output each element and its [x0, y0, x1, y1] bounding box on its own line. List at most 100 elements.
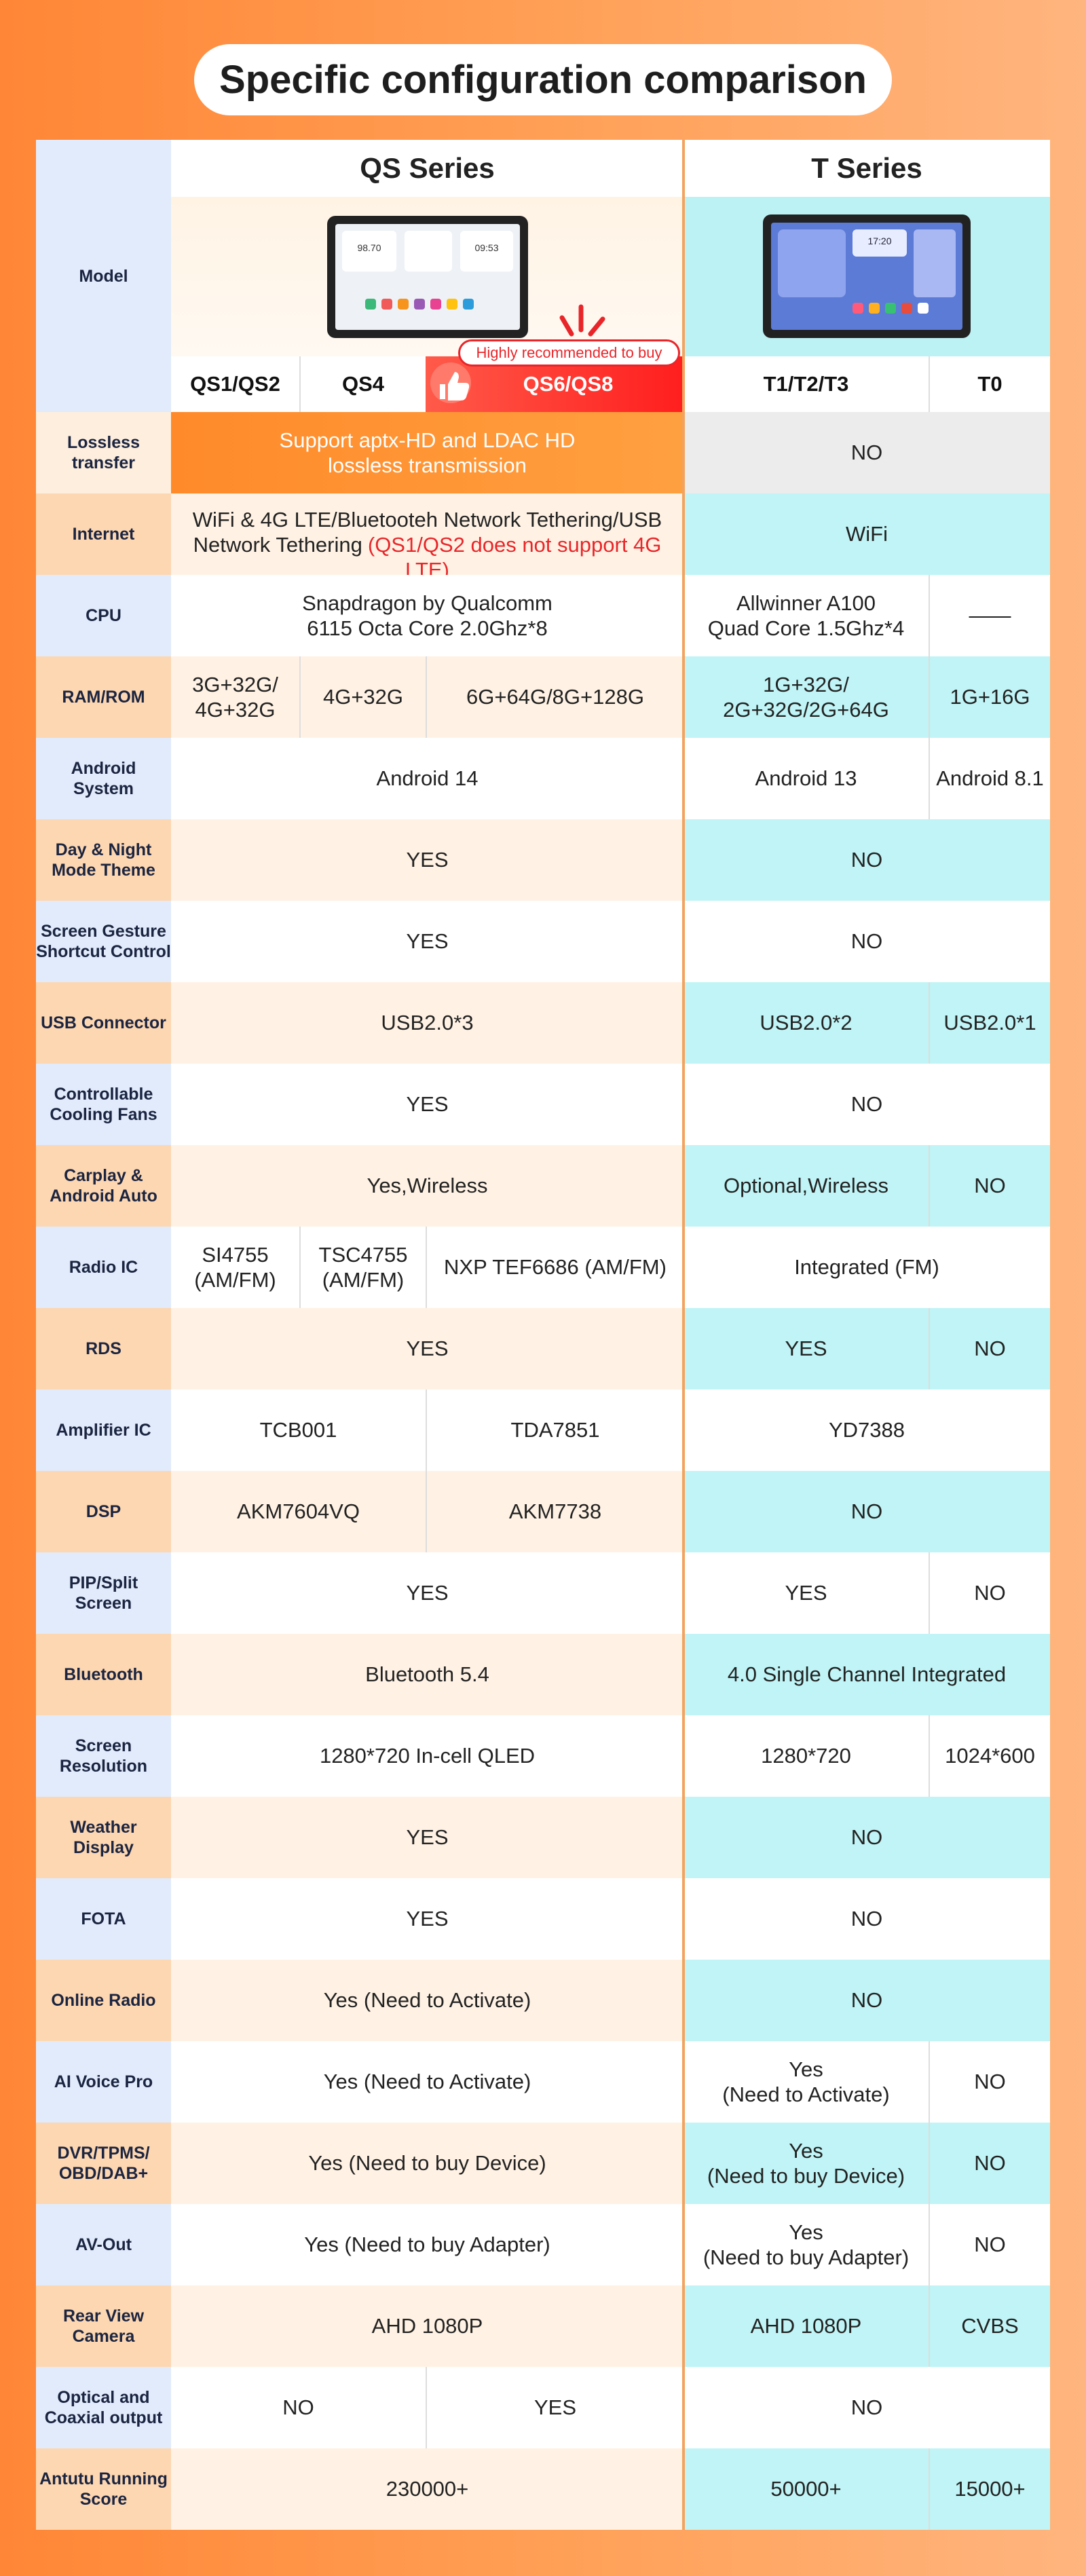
screen-text: 17:20: [867, 236, 891, 246]
t-cell: ——: [929, 575, 1050, 656]
t-cell: 15000+: [929, 2448, 1050, 2530]
row-label: Online Radio: [36, 1960, 171, 2041]
qs-cell: TDA7851: [426, 1389, 684, 1471]
t-cell: Android 13: [684, 738, 929, 819]
t-cell: NO: [929, 1308, 1050, 1389]
qs-cell: WiFi & 4G LTE/Bluetooteh Network Tetheri…: [171, 493, 684, 582]
t-cell: 1G+32G/ 2G+32G/2G+64G: [684, 656, 929, 738]
section-divider: [682, 140, 685, 2530]
qs-cell: 1280*720 In-cell QLED: [171, 1715, 684, 1797]
t-cell: NO: [929, 2123, 1050, 2204]
row-label: Screen Resolution: [36, 1715, 171, 1797]
qs-cell: YES: [171, 1552, 684, 1634]
model-name: QS4: [299, 356, 426, 412]
t-tablet: 17:20: [763, 214, 971, 338]
qs-cell: SI4755 (AM/FM): [171, 1227, 299, 1308]
recommend-badge: Highly recommended to buy: [458, 339, 680, 367]
qs-cell: YES: [171, 1878, 684, 1960]
t-cell: NO: [684, 1471, 1050, 1552]
t-cell: 50000+: [684, 2448, 929, 2530]
t-cell: YES: [684, 1552, 929, 1634]
t-cell: AHD 1080P: [684, 2285, 929, 2367]
qs-cell: AKM7738: [426, 1471, 684, 1552]
t-cell: NO: [684, 819, 1050, 901]
model-label: Model: [36, 140, 171, 412]
row-label: DSP: [36, 1471, 171, 1552]
t-cell: Integrated (FM): [684, 1227, 1050, 1308]
qs-cell: Yes,Wireless: [171, 1145, 684, 1227]
cell-note: (QS1/QS2 does not support 4G LTE): [367, 533, 662, 582]
qs-cell: YES: [171, 901, 684, 982]
t-cell: Yes (Need to Activate): [684, 2041, 929, 2123]
row-label: Bluetooth: [36, 1634, 171, 1715]
t-cell: NO: [929, 1552, 1050, 1634]
row-label: RAM/ROM: [36, 656, 171, 738]
t-cell: CVBS: [929, 2285, 1050, 2367]
t-cell: USB2.0*2: [684, 982, 929, 1064]
model-name: QS1/QS2: [171, 356, 299, 412]
qs-tablet: 98.70 09:53: [327, 216, 528, 338]
t-cell: Allwinner A100 Quad Core 1.5Ghz*4: [684, 575, 929, 656]
t-cell: NO: [684, 1960, 1050, 2041]
page-title: Specific configuration comparison: [194, 44, 892, 115]
t-cell: NO: [929, 2041, 1050, 2123]
t-cell: USB2.0*1: [929, 982, 1050, 1064]
row-label: Amplifier IC: [36, 1389, 171, 1471]
thumb-icon: [430, 362, 471, 403]
qs-cell: Yes (Need to buy Adapter): [171, 2204, 684, 2285]
t-cell: NO: [684, 2367, 1050, 2448]
t-cell: YES: [684, 1308, 929, 1389]
t-cell: NO: [684, 901, 1050, 982]
t-cell: Yes (Need to buy Device): [684, 2123, 929, 2204]
t-cell: NO: [929, 1145, 1050, 1227]
row-label: USB Connector: [36, 982, 171, 1064]
t-cell: 1024*600: [929, 1715, 1050, 1797]
row-label: FOTA: [36, 1878, 171, 1960]
row-label: PIP/Split Screen: [36, 1552, 171, 1634]
t-cell: NO: [684, 1797, 1050, 1878]
row-label: Internet: [36, 493, 171, 575]
t-cell: 4.0 Single Channel Integrated: [684, 1634, 1050, 1715]
qs-cell: TSC4755 (AM/FM): [299, 1227, 426, 1308]
row-label: AV-Out: [36, 2204, 171, 2285]
row-label: Day & Night Mode Theme: [36, 819, 171, 901]
qs-cell: YES: [171, 1308, 684, 1389]
qs-cell: YES: [171, 1797, 684, 1878]
qs-cell: Yes (Need to Activate): [171, 1960, 684, 2041]
qs-cell: NO: [171, 2367, 426, 2448]
row-label: Optical and Coaxial output: [36, 2367, 171, 2448]
row-label: Android System: [36, 738, 171, 819]
t-cell: WiFi: [684, 493, 1050, 575]
qs-cell: AHD 1080P: [171, 2285, 684, 2367]
product-images: 98.70 09:53 17:20: [327, 214, 971, 338]
row-label: Screen Gesture Shortcut Control: [36, 901, 171, 982]
t-cell: NO: [684, 412, 1050, 493]
model-name: T1/T2/T3: [684, 356, 929, 412]
row-label: DVR/TPMS/ OBD/DAB+: [36, 2123, 171, 2204]
row-label: Antutu Running Score: [36, 2448, 171, 2530]
model-name: T0: [929, 356, 1050, 412]
row-label: AI Voice Pro: [36, 2041, 171, 2123]
qs-cell: 4G+32G: [299, 656, 426, 738]
qs-cell: 230000+: [171, 2448, 684, 2530]
qs-cell: YES: [171, 819, 684, 901]
qs-cell: YES: [171, 1064, 684, 1145]
row-label: RDS: [36, 1308, 171, 1389]
row-label: Radio IC: [36, 1227, 171, 1308]
row-label: Carplay & Android Auto: [36, 1145, 171, 1227]
screen-text: 98.70: [357, 242, 381, 253]
qs-cell: Yes (Need to Activate): [171, 2041, 684, 2123]
qs-cell: USB2.0*3: [171, 982, 684, 1064]
row-label: Lossless transfer: [36, 412, 171, 493]
qs-cell: 6G+64G/8G+128G: [426, 656, 684, 738]
t-cell: Android 8.1: [929, 738, 1050, 819]
t-cell: Optional,Wireless: [684, 1145, 929, 1227]
qs-cell: NXP TEF6686 (AM/FM): [426, 1227, 684, 1308]
sparkle: [559, 304, 605, 337]
qs-header: QS Series: [171, 140, 684, 197]
row-label: CPU: [36, 575, 171, 656]
qs-cell: TCB001: [171, 1389, 426, 1471]
screen-text: 09:53: [474, 242, 498, 253]
